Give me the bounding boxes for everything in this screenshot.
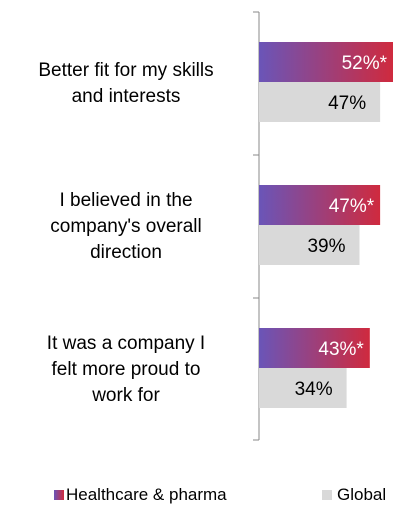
data-label-global: 39% (307, 236, 345, 257)
data-label-healthcare-pharma: 47%* (329, 196, 375, 217)
legend-label-global: Global (337, 485, 386, 504)
category-label: I believed in the company's overall direct… (50, 190, 201, 263)
bar-global (259, 368, 347, 408)
bar-global (259, 225, 360, 265)
data-label-global: 47% (328, 93, 366, 114)
data-label-healthcare-pharma: 52%* (342, 53, 388, 74)
legend-swatch-global (322, 490, 332, 500)
category-label: Better fit for my skills and interests (38, 60, 213, 107)
bar-healthcare-pharma (259, 185, 381, 225)
data-label-healthcare-pharma: 43%* (318, 339, 364, 360)
bar-healthcare-pharma (259, 328, 370, 368)
legend-label-healthcare-pharma: Healthcare & pharma (66, 485, 227, 504)
bar-healthcare-pharma (259, 42, 393, 82)
bar-global (259, 82, 381, 122)
data-label-global: 34% (295, 379, 333, 400)
legend-swatch-healthcare-pharma (54, 490, 64, 500)
